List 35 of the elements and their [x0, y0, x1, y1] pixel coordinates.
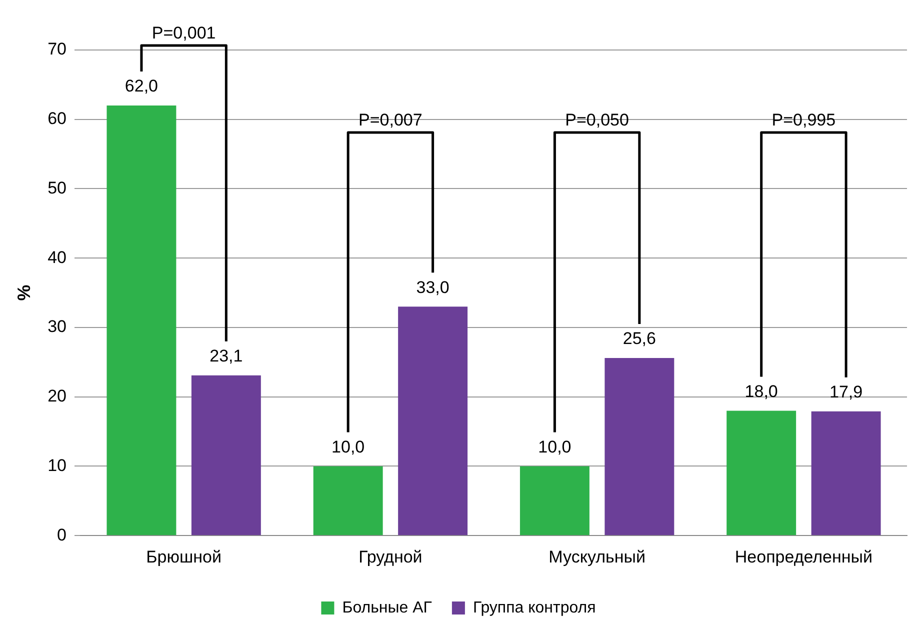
- bar: [191, 375, 261, 536]
- bar: [106, 105, 176, 536]
- text: P=0,001: [152, 24, 216, 43]
- data-label: 33,0: [416, 278, 450, 297]
- legend-label: Больные АГ: [342, 599, 432, 616]
- x-tick-label: Брюшной: [146, 547, 222, 566]
- y-axis-title: %: [14, 284, 34, 301]
- data-label: 25,6: [622, 329, 656, 348]
- annotation: P=0,050: [565, 110, 629, 130]
- y-tick-label: 0: [57, 525, 67, 544]
- y-tick-label: 10: [48, 456, 67, 475]
- bar: [604, 358, 674, 536]
- annotation: P=0,007: [358, 110, 422, 130]
- data-label: 17,9: [830, 382, 863, 402]
- y-tick-label: 60: [48, 109, 67, 128]
- x-tick-label: Мускульный: [548, 547, 646, 566]
- bar: [811, 411, 881, 536]
- data-label: 62,0: [124, 76, 158, 96]
- y-tick-label: 40: [48, 248, 67, 267]
- data-label: 18,0: [744, 382, 778, 401]
- bar: [520, 466, 590, 536]
- x-tick-label: Грудной: [358, 547, 422, 566]
- data-label: 23,1: [210, 346, 243, 366]
- y-tick-label: 20: [48, 386, 67, 406]
- bar: [398, 306, 468, 536]
- y-tick-label: 70: [48, 40, 67, 59]
- legend-label: Группа контроля: [472, 599, 596, 616]
- x-tick-label: Неопределенный: [734, 547, 872, 566]
- y-tick-label: 30: [48, 317, 67, 336]
- data-label: 10,0: [332, 437, 365, 456]
- bar: [726, 410, 796, 536]
- bar: [313, 466, 383, 536]
- y-tick-label: 50: [48, 178, 67, 198]
- data-label: 10,0: [538, 437, 572, 456]
- annotation: P=0,995: [772, 110, 836, 130]
